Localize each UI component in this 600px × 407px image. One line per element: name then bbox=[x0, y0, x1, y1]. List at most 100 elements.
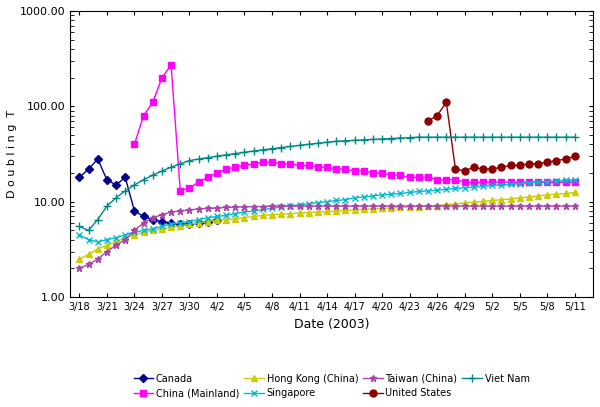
China (Mainland) bbox=[214, 171, 221, 175]
Canada bbox=[140, 214, 147, 219]
Viet Nam bbox=[85, 228, 92, 233]
Hong Kong (China) bbox=[516, 195, 523, 200]
Singapore bbox=[562, 178, 569, 183]
Viet Nam bbox=[415, 135, 422, 140]
China (Mainland) bbox=[268, 160, 275, 164]
Canada bbox=[103, 177, 110, 182]
China (Mainland) bbox=[434, 177, 441, 182]
Canada bbox=[204, 219, 211, 224]
China (Mainland) bbox=[332, 166, 340, 171]
Canada bbox=[158, 219, 166, 224]
Singapore bbox=[571, 177, 578, 182]
China (Mainland) bbox=[158, 75, 166, 80]
China (Mainland) bbox=[516, 180, 523, 185]
China (Mainland) bbox=[259, 160, 266, 164]
United States bbox=[516, 163, 523, 168]
Viet Nam bbox=[204, 155, 211, 160]
Taiwan (China) bbox=[268, 204, 275, 208]
Viet Nam bbox=[535, 135, 542, 140]
United States bbox=[424, 119, 431, 124]
China (Mainland) bbox=[323, 165, 331, 170]
China (Mainland) bbox=[397, 173, 404, 177]
China (Mainland) bbox=[388, 173, 395, 177]
China (Mainland) bbox=[488, 180, 496, 185]
United States bbox=[553, 158, 560, 163]
Taiwan (China) bbox=[259, 204, 266, 209]
China (Mainland) bbox=[507, 180, 514, 185]
China (Mainland) bbox=[571, 180, 578, 185]
China (Mainland) bbox=[415, 175, 422, 180]
United States bbox=[544, 160, 551, 164]
Hong Kong (China) bbox=[571, 190, 578, 195]
Line: Taiwan (China): Taiwan (China) bbox=[76, 203, 578, 272]
Canada bbox=[131, 208, 138, 213]
United States bbox=[571, 154, 578, 159]
Taiwan (China) bbox=[562, 204, 569, 208]
Hong Kong (China) bbox=[76, 257, 83, 262]
Canada bbox=[76, 175, 83, 180]
United States bbox=[434, 113, 441, 118]
United States bbox=[443, 100, 450, 105]
Singapore bbox=[176, 221, 184, 225]
China (Mainland) bbox=[562, 180, 569, 185]
Hong Kong (China) bbox=[167, 225, 175, 230]
Taiwan (China) bbox=[76, 266, 83, 271]
China (Mainland) bbox=[406, 175, 413, 180]
X-axis label: Date (2003): Date (2003) bbox=[294, 317, 370, 330]
China (Mainland) bbox=[351, 168, 358, 173]
China (Mainland) bbox=[525, 180, 532, 185]
Canada bbox=[214, 217, 221, 222]
Viet Nam bbox=[140, 177, 147, 182]
China (Mainland) bbox=[176, 188, 184, 193]
China (Mainland) bbox=[379, 171, 386, 175]
China (Mainland) bbox=[470, 180, 478, 185]
Line: Canada: Canada bbox=[77, 156, 220, 227]
United States bbox=[470, 165, 478, 170]
Singapore bbox=[204, 215, 211, 220]
Canada bbox=[186, 222, 193, 227]
Hong Kong (China) bbox=[259, 213, 266, 218]
United States bbox=[488, 166, 496, 171]
Canada bbox=[167, 221, 175, 225]
China (Mainland) bbox=[131, 142, 138, 147]
China (Mainland) bbox=[443, 177, 450, 182]
United States bbox=[461, 168, 468, 173]
Taiwan (China) bbox=[195, 206, 202, 211]
Hong Kong (China) bbox=[131, 232, 138, 237]
Singapore bbox=[94, 239, 101, 244]
China (Mainland) bbox=[452, 177, 459, 182]
United States bbox=[525, 161, 532, 166]
United States bbox=[479, 166, 487, 171]
China (Mainland) bbox=[360, 168, 367, 173]
China (Mainland) bbox=[167, 63, 175, 68]
Singapore bbox=[140, 228, 147, 233]
China (Mainland) bbox=[278, 161, 285, 166]
Singapore bbox=[525, 180, 532, 185]
Canada bbox=[195, 221, 202, 225]
Canada bbox=[149, 217, 157, 222]
China (Mainland) bbox=[241, 163, 248, 168]
Line: United States: United States bbox=[424, 99, 578, 175]
United States bbox=[452, 166, 459, 171]
Legend: Canada, China (Mainland), Hong Kong (China), Singapore, Taiwan (China), United S: Canada, China (Mainland), Hong Kong (Chi… bbox=[134, 374, 530, 398]
China (Mainland) bbox=[287, 161, 294, 166]
Taiwan (China) bbox=[167, 210, 175, 214]
Canada bbox=[85, 166, 92, 171]
China (Mainland) bbox=[250, 161, 257, 166]
China (Mainland) bbox=[140, 113, 147, 118]
China (Mainland) bbox=[223, 166, 230, 171]
Canada bbox=[176, 222, 184, 227]
China (Mainland) bbox=[544, 180, 551, 185]
Viet Nam bbox=[562, 135, 569, 140]
Viet Nam bbox=[268, 146, 275, 151]
China (Mainland) bbox=[461, 180, 468, 185]
China (Mainland) bbox=[195, 180, 202, 185]
China (Mainland) bbox=[479, 180, 487, 185]
China (Mainland) bbox=[314, 165, 322, 170]
China (Mainland) bbox=[370, 171, 377, 175]
Hong Kong (China) bbox=[195, 221, 202, 225]
Line: Hong Kong (China): Hong Kong (China) bbox=[76, 189, 578, 263]
China (Mainland) bbox=[149, 100, 157, 105]
Taiwan (China) bbox=[131, 228, 138, 233]
Viet Nam bbox=[571, 135, 578, 140]
